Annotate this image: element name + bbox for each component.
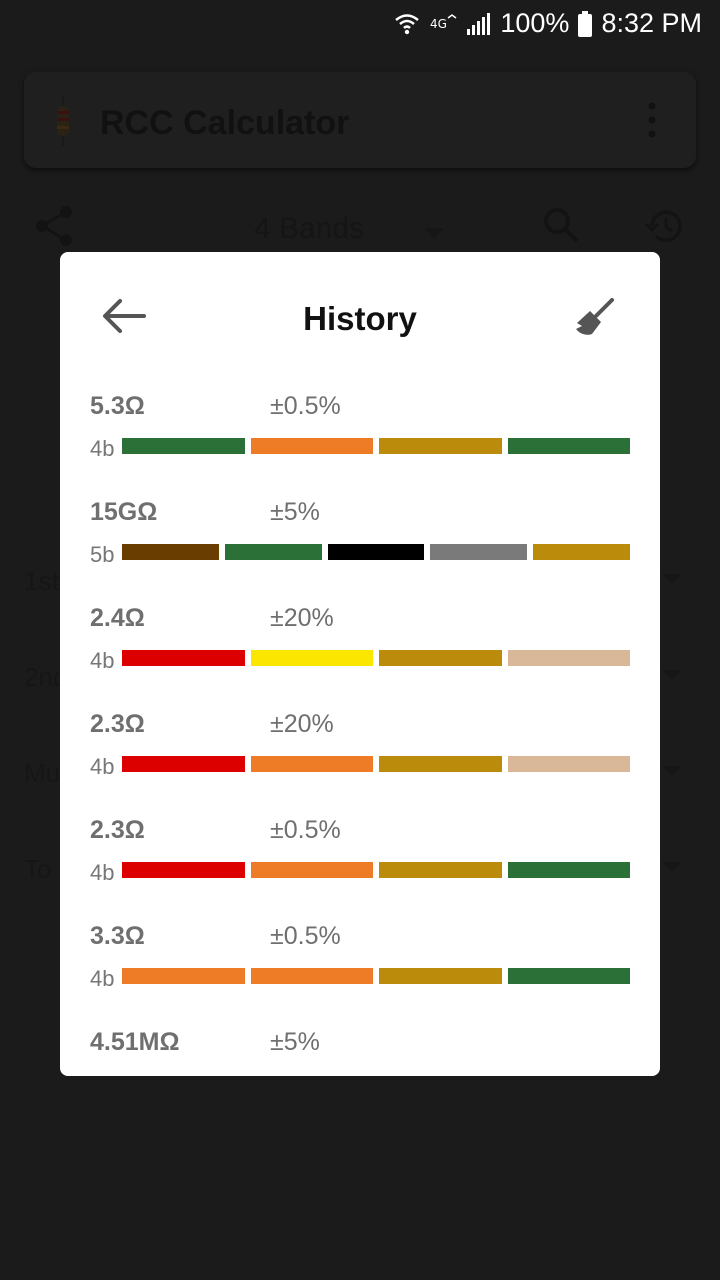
- color-band: [507, 438, 630, 454]
- history-entry[interactable]: 3.3Ω ±0.5% 4b: [90, 922, 632, 1022]
- entry-value: 2.3Ω: [90, 816, 145, 844]
- entry-band-count: 4b: [90, 648, 115, 673]
- broom-clear-icon[interactable]: [572, 296, 616, 340]
- color-band: [507, 862, 630, 878]
- entry-tolerance: ±0.5%: [270, 816, 341, 844]
- entry-band-count: 4b: [90, 966, 115, 991]
- color-band: [327, 544, 425, 560]
- color-band: [122, 756, 245, 772]
- battery-icon: [578, 10, 593, 37]
- network-4g-icon: 4G: [430, 13, 457, 31]
- entry-tolerance: ±20%: [270, 604, 334, 632]
- color-band: [507, 968, 630, 984]
- entry-band-count: 5b: [90, 542, 115, 567]
- app-title: RCC Calculator: [100, 104, 350, 142]
- share-icon[interactable]: [34, 204, 74, 248]
- battery-percent: 100%: [500, 8, 570, 38]
- color-band: [379, 756, 502, 772]
- status-icons: 4G 100% 8:32 PM: [394, 8, 702, 39]
- entry-value: 2.3Ω: [90, 710, 145, 738]
- bg-row-arrow-4-icon: [662, 862, 682, 872]
- color-band: [250, 968, 373, 984]
- entry-value: 4.51MΩ: [90, 1028, 180, 1056]
- color-band-row: [122, 968, 630, 984]
- entry-value: 2.4Ω: [90, 604, 145, 632]
- bg-row-arrow-1-icon: [662, 574, 682, 584]
- wifi-icon: [395, 13, 420, 34]
- status-bar: 4G 100% 8:32 PM: [0, 0, 720, 48]
- entry-tolerance: ±5%: [270, 1028, 320, 1056]
- entry-value: 3.3Ω: [90, 922, 145, 950]
- history-entry[interactable]: 2.3Ω ±20% 4b: [90, 710, 632, 810]
- dialog-title: History: [303, 300, 417, 337]
- history-dialog: History 5.3Ω ±0.5% 4b 15GΩ ±5% 5b 2.4Ω ±20% 4b 2.…: [60, 252, 660, 1076]
- entry-band-count: 4b: [90, 754, 115, 779]
- color-band: [430, 544, 528, 560]
- color-band: [379, 862, 502, 878]
- entry-tolerance: ±0.5%: [270, 922, 341, 950]
- svg-text:4G: 4G: [430, 17, 447, 31]
- history-entry[interactable]: 5.3Ω ±0.5% 4b: [90, 392, 632, 492]
- back-arrow-icon[interactable]: [100, 296, 148, 336]
- color-band: [250, 650, 373, 666]
- app-toolbar: RCC Calculator: [24, 72, 696, 168]
- history-entry[interactable]: 2.3Ω ±0.5% 4b: [90, 816, 632, 916]
- more-vert-icon[interactable]: [648, 102, 656, 138]
- entry-tolerance: ±5%: [270, 498, 320, 526]
- entry-tolerance: ±0.5%: [270, 392, 341, 420]
- entry-value: 5.3Ω: [90, 392, 145, 420]
- bg-row-label-4: To: [24, 854, 52, 884]
- color-band: [122, 438, 245, 454]
- color-band: [379, 650, 502, 666]
- bg-row-label-1: 1st: [24, 566, 59, 596]
- color-band-row: [122, 862, 630, 878]
- bands-dropdown-arrow-icon: [424, 228, 444, 238]
- history-entry[interactable]: 15GΩ ±5% 5b: [90, 498, 632, 598]
- color-band: [533, 544, 630, 560]
- resistor-logo-icon: [57, 96, 69, 146]
- history-icon[interactable]: [644, 206, 686, 246]
- color-band: [250, 756, 373, 772]
- color-band-row: [122, 438, 630, 454]
- color-band-row: [122, 756, 630, 772]
- color-band: [122, 650, 245, 666]
- color-band: [507, 650, 630, 666]
- color-band: [250, 438, 373, 454]
- entry-band-count: 4b: [90, 860, 115, 885]
- bands-dropdown[interactable]: 4 Bands: [254, 212, 365, 245]
- clock: 8:32 PM: [601, 8, 702, 38]
- history-entry[interactable]: 4.51MΩ ±5%: [90, 1028, 632, 1076]
- color-band-row: [122, 544, 630, 560]
- color-band: [224, 544, 322, 560]
- color-band: [122, 968, 245, 984]
- entry-tolerance: ±20%: [270, 710, 334, 738]
- color-band: [507, 756, 630, 772]
- entry-band-count: 4b: [90, 436, 115, 461]
- bg-row-arrow-2-icon: [662, 670, 682, 680]
- history-entry[interactable]: 2.4Ω ±20% 4b: [90, 604, 632, 704]
- color-band: [379, 968, 502, 984]
- search-icon[interactable]: [542, 206, 580, 244]
- bg-row-label-3: Mu: [24, 758, 61, 788]
- bg-row-arrow-3-icon: [662, 766, 682, 776]
- color-band-row: [122, 650, 630, 666]
- color-band: [122, 862, 245, 878]
- color-band: [250, 862, 373, 878]
- signal-icon: [467, 12, 491, 35]
- color-band: [122, 544, 219, 560]
- color-band: [379, 438, 502, 454]
- entry-value: 15GΩ: [90, 498, 158, 526]
